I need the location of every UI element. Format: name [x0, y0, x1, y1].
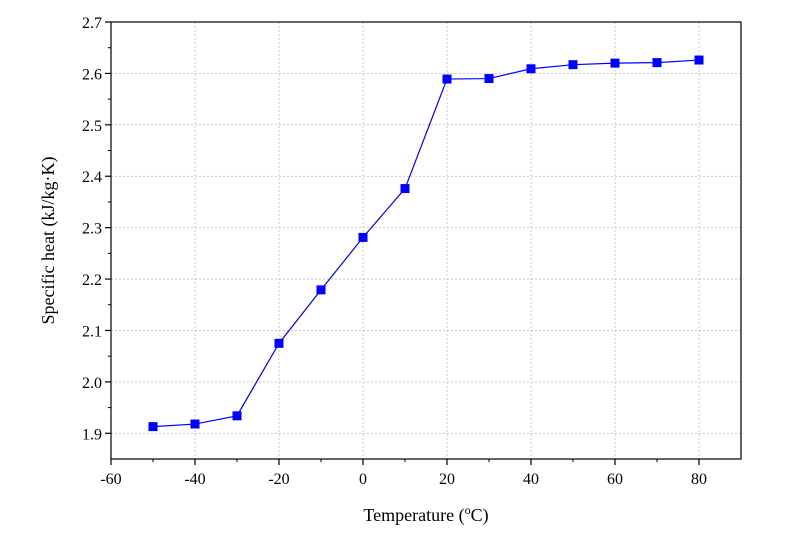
y-tick-label: 2.4 — [82, 169, 102, 186]
x-tick-label: 0 — [359, 471, 367, 488]
series-markers — [148, 55, 704, 432]
data-point — [484, 74, 494, 84]
x-tick-label: 40 — [523, 471, 539, 488]
data-point — [694, 55, 704, 65]
x-axis-unit-superscript: o — [465, 503, 471, 517]
data-point — [358, 232, 368, 242]
data-point — [232, 411, 242, 421]
data-point — [568, 60, 578, 70]
data-point — [148, 422, 158, 432]
series-line — [152, 59, 700, 428]
data-point — [652, 58, 662, 68]
y-axis: 1.9 2.0 2.1 2.2 2.3 2.4 2.5 2.6 2.7 — [82, 15, 111, 443]
y-tick-label: 2.7 — [82, 15, 102, 32]
data-point — [190, 419, 200, 429]
x-tick-label: -60 — [100, 471, 121, 488]
plot-frame — [110, 21, 742, 460]
data-point — [400, 184, 410, 194]
y-tick-label: 2.2 — [82, 272, 102, 289]
y-tick-label: 2.5 — [82, 118, 102, 135]
y-axis-title: Specific heat (kJ/kg·K) — [38, 157, 59, 325]
data-point — [610, 58, 620, 68]
x-tick-label: 60 — [607, 471, 623, 488]
data-point — [274, 338, 284, 348]
x-tick-label: 80 — [691, 471, 707, 488]
data-point — [442, 74, 452, 84]
x-axis: -60 -40 -20 0 20 40 60 80 — [100, 459, 707, 488]
x-tick-label: -20 — [268, 471, 289, 488]
y-tick-label: 2.3 — [82, 221, 102, 238]
grid-lines — [111, 22, 741, 459]
y-tick-label: 1.9 — [82, 426, 102, 443]
y-tick-label: 2.6 — [82, 66, 102, 83]
x-axis-title: Temperature (oC) — [363, 503, 488, 526]
data-point — [316, 285, 326, 295]
y-tick-label: 2.0 — [82, 375, 102, 392]
data-point — [526, 64, 536, 74]
y-tick-label: 2.1 — [82, 323, 102, 340]
x-tick-label: 20 — [439, 471, 455, 488]
x-tick-label: -40 — [184, 471, 205, 488]
